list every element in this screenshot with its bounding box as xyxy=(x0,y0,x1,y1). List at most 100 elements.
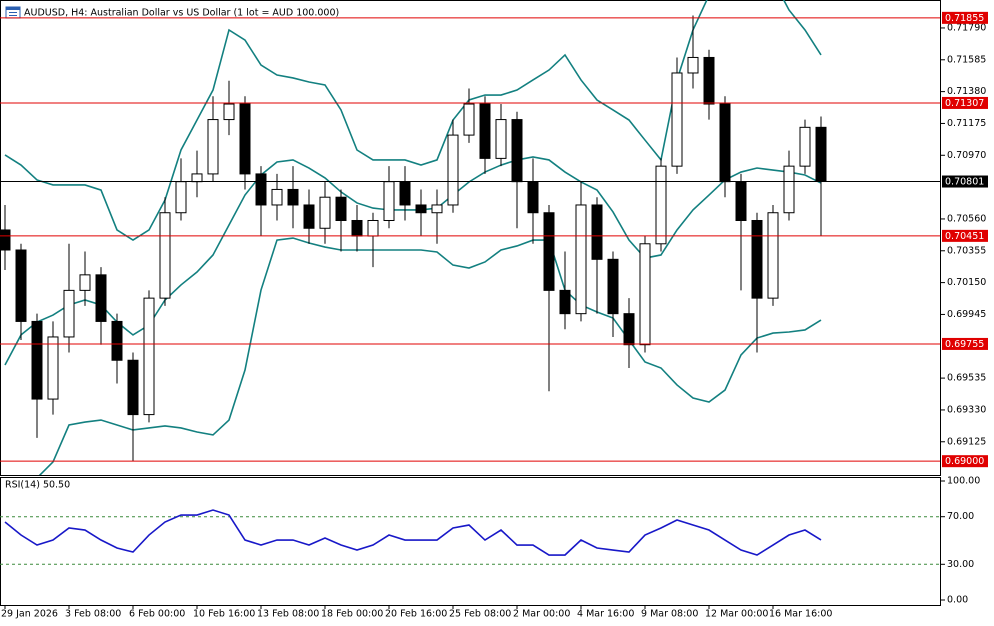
candle-body xyxy=(191,173,203,183)
level-label-box xyxy=(942,11,988,24)
y-tick-label: 30.00 xyxy=(947,559,974,570)
candle-body xyxy=(351,219,363,237)
rsi-plot xyxy=(0,509,940,565)
candle-body xyxy=(639,243,651,346)
x-tick-label: 6 Feb 00:00 xyxy=(129,609,185,620)
candle-body xyxy=(175,181,187,214)
y-tick-label: 70.00 xyxy=(947,511,974,522)
y-tick-label: 0.70355 xyxy=(947,245,986,256)
x-tick-label: 29 Jan 2026 xyxy=(1,609,58,620)
level-label-box xyxy=(942,455,988,468)
level-label: 0.71855 xyxy=(945,13,984,24)
candle-body xyxy=(303,204,315,229)
candle-body xyxy=(751,219,763,299)
x-tick-label: 20 Feb 16:00 xyxy=(385,609,447,620)
x-tick-label: 9 Mar 08:00 xyxy=(641,609,698,620)
candle-body xyxy=(143,297,155,416)
candle-body xyxy=(159,212,171,299)
candle-body xyxy=(431,204,443,214)
candle-body xyxy=(255,173,267,206)
axes: 0.71790 0.71585 0.71380 0.71175 0.70970 0.705… xyxy=(1,11,988,620)
x-tick-label: 25 Feb 08:00 xyxy=(449,609,511,620)
candle-body xyxy=(575,204,587,315)
candle-body xyxy=(655,165,667,245)
candle-body xyxy=(623,313,635,346)
candle-body xyxy=(367,219,379,237)
level-label: 0.70451 xyxy=(945,231,984,242)
candle-body xyxy=(239,103,251,175)
y-tick-label: 0.69125 xyxy=(947,436,986,447)
candle-body xyxy=(31,320,43,400)
candle-body xyxy=(815,126,827,183)
y-tick-label: 0.71175 xyxy=(947,118,986,129)
candle-body xyxy=(735,181,747,221)
candle-body xyxy=(319,196,331,229)
price-panel xyxy=(0,0,941,476)
x-tick-label: 13 Feb 08:00 xyxy=(257,609,319,620)
candle-body xyxy=(47,336,59,400)
level-label-box xyxy=(942,229,988,242)
level-label: 0.69755 xyxy=(945,339,984,350)
x-tick-label: 18 Feb 00:00 xyxy=(321,609,383,620)
x-tick-label: 2 Mar 00:00 xyxy=(513,609,570,620)
rsi-title: RSI(14) 50.50 xyxy=(5,480,70,491)
candle-body xyxy=(447,134,459,206)
candle-body xyxy=(271,188,283,206)
x-tick-label: 10 Feb 16:00 xyxy=(193,609,255,620)
y-tick-label: 0.71380 xyxy=(947,86,986,97)
chart-title: AUDUSD, H4: Australian Dollar vs US Doll… xyxy=(24,8,339,19)
y-tick-label: 100.00 xyxy=(947,476,980,487)
y-tick-label: 0.70970 xyxy=(947,150,986,161)
candle-body xyxy=(687,56,699,74)
level-label-box xyxy=(942,96,988,109)
y-tick-label: 0.69945 xyxy=(947,309,986,320)
candle-body xyxy=(767,212,779,299)
candle-body xyxy=(719,103,731,183)
candle-body xyxy=(79,274,91,291)
candle-body xyxy=(207,119,219,175)
candle-body xyxy=(223,103,235,121)
x-tick-label: 3 Feb 08:00 xyxy=(65,609,121,620)
x-tick-label: 16 Mar 16:00 xyxy=(769,609,832,620)
level-label-box xyxy=(942,175,988,188)
candle-body xyxy=(335,196,347,221)
rsi-panel xyxy=(0,477,941,606)
x-tick-label: 12 Mar 00:00 xyxy=(705,609,768,620)
level-label-box xyxy=(942,337,988,350)
candle-body xyxy=(15,249,27,322)
price-plot xyxy=(0,0,940,475)
candle-body xyxy=(511,119,523,183)
y-tick-label: 0.69330 xyxy=(947,404,986,415)
candle-body xyxy=(287,188,299,206)
candle-body xyxy=(559,289,571,315)
y-tick-label: 0.70560 xyxy=(947,213,986,224)
rsi-line xyxy=(4,509,822,556)
candle-body xyxy=(399,181,411,206)
candle-body xyxy=(671,72,683,167)
candle-body xyxy=(479,103,491,159)
y-tick-label: 0.71585 xyxy=(947,54,986,65)
candle-body xyxy=(703,56,715,105)
candle-body xyxy=(783,165,795,214)
candle-body xyxy=(0,229,11,251)
y-tick-label: 0.70150 xyxy=(947,277,986,288)
y-tick-label: 0.69535 xyxy=(947,373,986,384)
candle-body xyxy=(415,204,427,214)
candle-body xyxy=(527,181,539,214)
symbol-icon xyxy=(5,6,21,19)
candle-body xyxy=(383,181,395,221)
x-tick-label: 4 Mar 16:00 xyxy=(577,609,634,620)
candle-body xyxy=(591,204,603,260)
candle-body xyxy=(127,359,139,416)
level-label: 0.70801 xyxy=(945,177,984,188)
candle-body xyxy=(799,126,811,167)
candle-body xyxy=(95,274,107,322)
band-line xyxy=(38,237,822,475)
candle-body xyxy=(463,103,475,136)
candle-body xyxy=(495,119,507,159)
level-label: 0.71307 xyxy=(945,98,984,109)
candle-body xyxy=(543,212,555,291)
candle-body xyxy=(111,320,123,361)
band-line xyxy=(4,0,822,242)
